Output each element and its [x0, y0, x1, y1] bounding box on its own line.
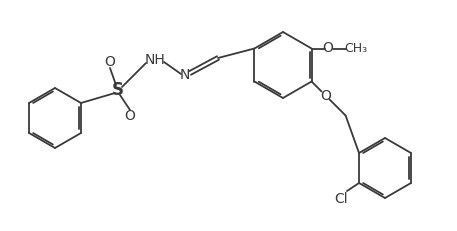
Text: O: O — [105, 55, 116, 69]
Text: O: O — [322, 42, 333, 55]
Text: O: O — [125, 109, 135, 123]
Text: CH₃: CH₃ — [344, 42, 367, 55]
Text: Cl: Cl — [334, 192, 348, 206]
Text: S: S — [112, 81, 124, 99]
Text: NH: NH — [144, 53, 165, 67]
Text: N: N — [180, 68, 190, 82]
Text: O: O — [320, 88, 331, 103]
